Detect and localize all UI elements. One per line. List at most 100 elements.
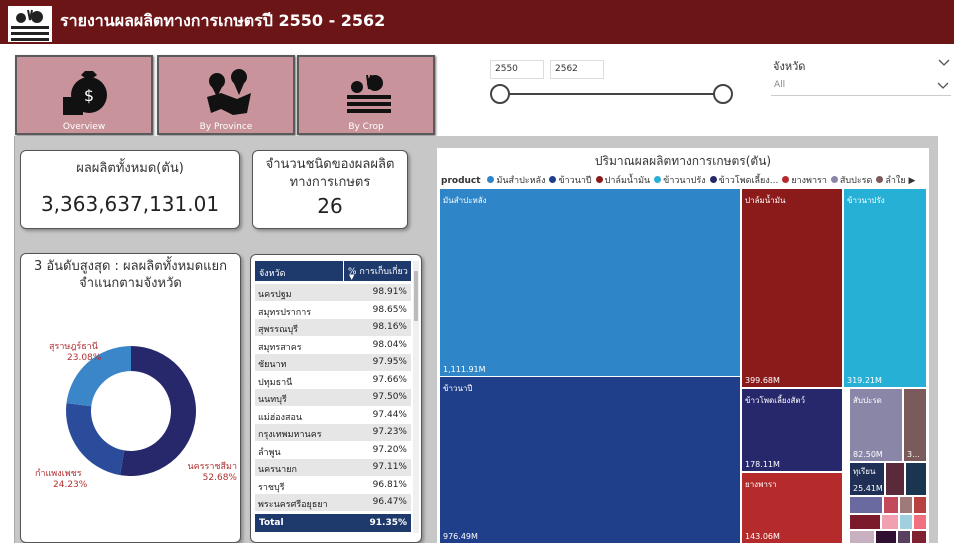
legend-swatch (709, 176, 717, 183)
table-row[interactable]: ลำพูน 97.20% (255, 441, 411, 459)
treemap-tile[interactable] (914, 515, 926, 529)
tile-value: 1,111.91M (443, 365, 486, 374)
province-dropdown[interactable]: All (771, 77, 951, 96)
total-production-value: 3,363,637,131.01 (40, 192, 220, 216)
tile-name: ข้าวนาปี (443, 384, 473, 393)
treemap-tile[interactable]: สับปะรด 82.50M (850, 389, 902, 461)
total-production-card: ผลผลิตทั้งหมด(ตัน) 3,363,637,131.01 (20, 150, 240, 229)
table-row[interactable]: นครปฐม 98.91% (255, 284, 411, 301)
page-title: รายงานผลผลิตทางการเกษตรปี 2550 - 2562 (60, 11, 386, 30)
table-row[interactable]: สมุทรสาคร 98.04% (255, 336, 411, 354)
chevron-down-icon[interactable] (938, 58, 950, 68)
legend-item[interactable]: ข้าวนาปรัง (650, 176, 706, 186)
treemap-tile[interactable]: มันสำปะหลัง 1,111.91M (440, 189, 740, 376)
treemap-tile[interactable]: ปาล์มน้ำมัน 399.68M (742, 189, 842, 387)
harvest-pct-cell: 97.20% (372, 444, 407, 455)
legend-item[interactable]: ปาล์มน้ำมัน (592, 176, 651, 186)
treemap-tile[interactable] (898, 531, 910, 543)
tile-name: ยางพารา (745, 480, 777, 489)
tile-name: ข้าวโพดเลี้ยงสัตว์ (745, 396, 806, 405)
tile-value: 319.21M (847, 376, 882, 385)
table-total-row: Total 91.35% (255, 514, 411, 532)
crop-icon (347, 74, 391, 113)
legend-text: สับปะรด (839, 176, 873, 186)
legend-text: ข้าวโพดเลี้ยง... (718, 176, 779, 186)
legend-item[interactable]: ยางพารา (778, 176, 827, 186)
treemap-tile[interactable]: ข้าวโพดเลี้ยงสัตว์ 178.11M (742, 389, 842, 471)
donut-label-name: สุราษฎร์ธานี (49, 340, 98, 352)
treemap-tile[interactable]: ข้าวนาปี 976.49M (440, 377, 740, 543)
tile-name: สับปะรด (853, 396, 882, 405)
treemap-tile[interactable] (906, 463, 926, 495)
treemap-tile[interactable]: 3... (904, 389, 926, 461)
sort-down-icon: ▼ (349, 273, 355, 281)
by-province-button[interactable]: By Province (157, 55, 295, 135)
year-slider-end-handle[interactable] (713, 84, 733, 104)
treemap-tile[interactable]: ทุเรียน 25.41M (850, 463, 884, 495)
province-filter-label: จังหวัด (773, 60, 806, 73)
table-header-harvest-pct[interactable]: % การเก็บเกี่ยว (348, 267, 408, 277)
legend-item[interactable]: ลำใย (872, 176, 906, 186)
legend-text: ปาล์มน้ำมัน (604, 176, 651, 186)
legend-swatch (595, 176, 603, 183)
treemap-tile[interactable] (850, 531, 874, 543)
province-dropdown-value: All (774, 80, 786, 90)
harvest-pct-cell: 98.16% (372, 322, 407, 332)
legend-item[interactable]: สับปะรด (827, 176, 872, 186)
crop-types-card: จำนวนชนิดของผลผลิต ทางการเกษตร 26 (252, 150, 408, 229)
treemap-title: ปริมาณผลผลิตทางการเกษตร(ตัน) (594, 154, 772, 168)
treemap-tile[interactable] (900, 515, 912, 529)
treemap-tile[interactable] (850, 497, 882, 513)
harvest-pct-cell: 97.95% (372, 357, 407, 367)
table-header: จังหวัด % การเก็บเกี่ยว ▼ (255, 261, 411, 281)
year-slider-start-handle[interactable] (490, 84, 510, 104)
donut-label-pct: 23.08% (67, 353, 102, 363)
table-row[interactable]: นครนายก 97.11% (255, 459, 411, 476)
treemap-tile[interactable] (886, 463, 904, 495)
overview-label: Overview (62, 122, 106, 132)
province-cell: พระนครศรีอยุธยา (258, 500, 328, 510)
table-header-province[interactable]: จังหวัด (259, 269, 286, 279)
year-slider-track[interactable] (500, 93, 724, 95)
treemap-tile[interactable] (882, 515, 898, 529)
table-scrollbar[interactable] (413, 261, 419, 533)
treemap-tile[interactable]: ยางพารา 143.06M (742, 473, 842, 543)
year-start-input[interactable]: 2550 (490, 60, 544, 79)
treemap-tile[interactable] (912, 531, 926, 543)
donut-slice[interactable] (66, 346, 131, 407)
treemap-tile[interactable] (884, 497, 898, 513)
overview-button[interactable]: $ Overview (15, 55, 153, 135)
province-cell: นนทบุรี (258, 395, 287, 405)
province-cell: นครนายก (258, 465, 297, 475)
treemap-tile[interactable] (914, 497, 926, 513)
table-row[interactable]: ราชบุรี 96.81% (255, 476, 411, 494)
treemap-tile[interactable] (900, 497, 912, 513)
legend-item[interactable]: ข้าวนาปี (545, 176, 592, 186)
money-bag-icon: $ (63, 71, 107, 115)
donut-slice[interactable] (66, 403, 125, 476)
table-row[interactable]: ปทุมธานี 97.66% (255, 371, 411, 389)
province-cell: ราชบุรี (258, 482, 285, 493)
province-cell: ลำพูน (258, 447, 281, 458)
chevron-down-icon (937, 82, 949, 89)
legend-item[interactable]: ข้าวโพดเลี้ยง... (706, 176, 779, 186)
table-total-value: 91.35% (369, 518, 408, 528)
treemap-chart: มันสำปะหลัง 1,111.91M ข้าวนาปี 976.49M ปาล์ม… (440, 189, 926, 543)
table-row[interactable]: แม่ฮ่องสอน 97.44% (255, 406, 411, 424)
by-crop-button[interactable]: By Crop (297, 55, 435, 135)
table-row[interactable]: สมุทรปราการ 98.65% (255, 301, 411, 319)
legend-text: มันสำปะหลัง (496, 176, 546, 186)
table-row[interactable]: สุพรรณบุรี 98.16% (255, 319, 411, 336)
harvest-pct-cell: 97.44% (372, 409, 407, 420)
legend-next-icon[interactable]: ▶ (908, 176, 916, 186)
treemap-tile[interactable] (876, 531, 896, 543)
table-row[interactable]: พระนครศรีอยุธยา 96.47% (255, 494, 411, 511)
treemap-tile[interactable]: ข้าวนาปรัง 319.21M (844, 189, 926, 387)
table-row[interactable]: ชัยนาท 97.95% (255, 354, 411, 371)
table-row[interactable]: นนทบุรี 97.50% (255, 389, 411, 406)
table-row[interactable]: กรุงเทพมหานคร 97.23% (255, 424, 411, 441)
donut-slice[interactable] (120, 346, 196, 476)
treemap-tile[interactable] (850, 515, 880, 529)
year-end-input[interactable]: 2562 (550, 60, 604, 79)
legend-item[interactable]: มันสำปะหลัง (483, 176, 545, 186)
